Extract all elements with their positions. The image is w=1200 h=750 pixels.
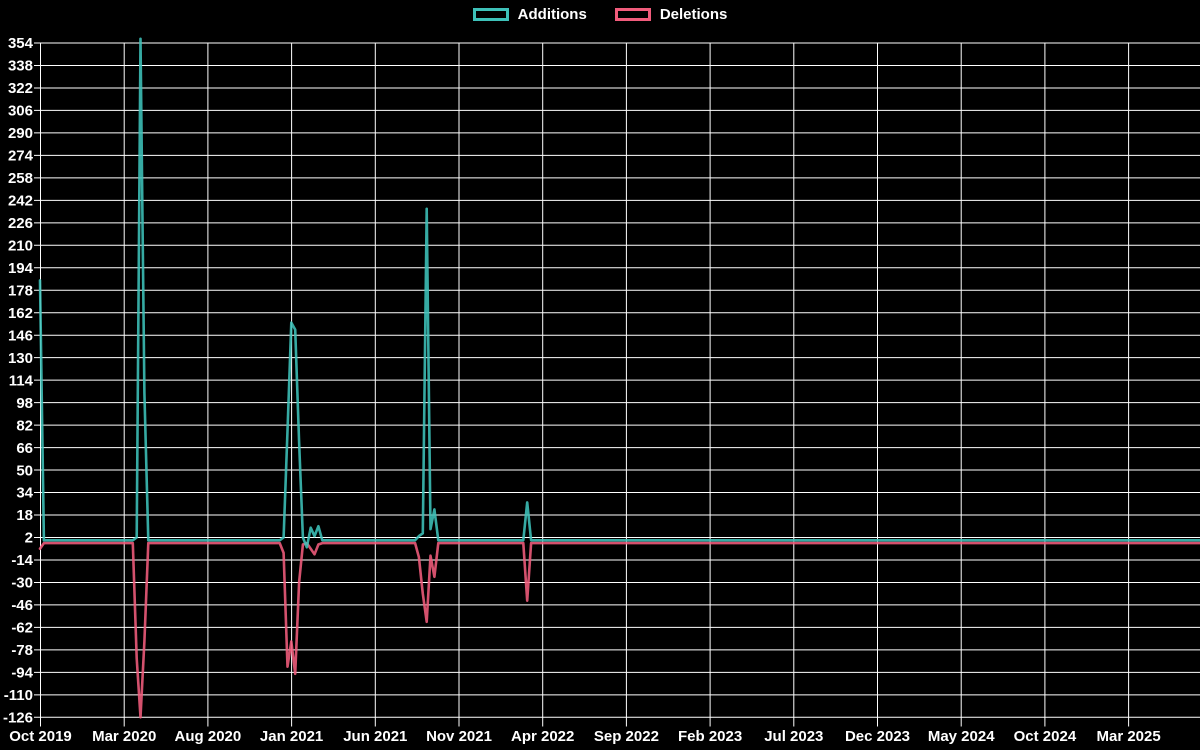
additions-legend-swatch — [472, 8, 509, 21]
y-tick-label: -110 — [4, 687, 33, 704]
y-tick-label: 50 — [16, 462, 33, 479]
y-tick-label: -78 — [11, 642, 33, 659]
x-tick-label: Jun 2021 — [343, 728, 407, 745]
y-tick-label: 210 — [8, 237, 33, 254]
y-tick-label: 306 — [8, 103, 33, 120]
y-tick-label: 274 — [8, 148, 34, 165]
y-tick-label: 2 — [25, 530, 33, 547]
legend-item-additions[interactable]: Additions — [472, 6, 587, 23]
x-tick-label: Dec 2023 — [845, 728, 910, 745]
y-tick-label: 130 — [8, 350, 33, 367]
legend: Additions Deletions — [0, 6, 1200, 23]
y-tick-label: 178 — [8, 282, 33, 299]
x-tick-label: Apr 2022 — [511, 728, 574, 745]
y-tick-label: 18 — [16, 507, 33, 524]
y-tick-label: 98 — [16, 395, 33, 412]
y-tick-label: 226 — [8, 215, 33, 232]
x-tick-label: Sep 2022 — [594, 728, 659, 745]
axis-labels: 354 338 322 306 290 274 258 242 226 210 194 178 162 1… — [3, 35, 1161, 745]
x-tick-label: May 2024 — [928, 728, 995, 745]
x-tick-label: Mar 2025 — [1096, 728, 1160, 745]
y-tick-label: 82 — [16, 417, 33, 434]
y-tick-label: 258 — [8, 170, 33, 187]
x-tick-label: Aug 2020 — [175, 728, 242, 745]
y-tick-label: -14 — [11, 552, 33, 569]
additions-line — [38, 37, 1200, 549]
additions-legend-label: Additions — [517, 6, 587, 23]
x-tick-label: Oct 2024 — [1014, 728, 1077, 745]
deletions-line — [38, 541, 1200, 719]
y-tick-label: 162 — [8, 305, 33, 322]
y-tick-label: 34 — [16, 485, 33, 502]
y-tick-label: 290 — [8, 125, 33, 142]
y-tick-label: -46 — [11, 597, 33, 614]
deletions-legend-label: Deletions — [659, 6, 728, 23]
y-tick-label: 114 — [9, 372, 34, 389]
y-tick-label: 146 — [8, 327, 33, 344]
y-tick-label: -94 — [11, 665, 33, 682]
y-tick-label: 194 — [8, 260, 34, 277]
y-tick-label: -30 — [11, 575, 33, 592]
y-tick-label: 322 — [8, 80, 33, 97]
y-tick-label: 354 — [8, 35, 34, 52]
y-tick-label: 242 — [8, 193, 33, 210]
x-tick-label: Feb 2023 — [678, 728, 742, 745]
y-tick-label: -62 — [11, 620, 33, 637]
x-tick-label: Nov 2021 — [426, 728, 492, 745]
legend-item-deletions[interactable]: Deletions — [614, 6, 728, 23]
y-tick-label: 338 — [8, 58, 33, 75]
gridlines — [34, 42, 1200, 727]
y-tick-label: 66 — [16, 440, 33, 457]
deletions-legend-swatch — [614, 8, 651, 21]
x-tick-label: Oct 2019 — [9, 728, 72, 745]
x-tick-label: Jul 2023 — [764, 728, 823, 745]
x-tick-label: Jan 2021 — [260, 728, 323, 745]
y-tick-label: -126 — [3, 710, 33, 727]
x-tick-label: Mar 2020 — [92, 728, 156, 745]
